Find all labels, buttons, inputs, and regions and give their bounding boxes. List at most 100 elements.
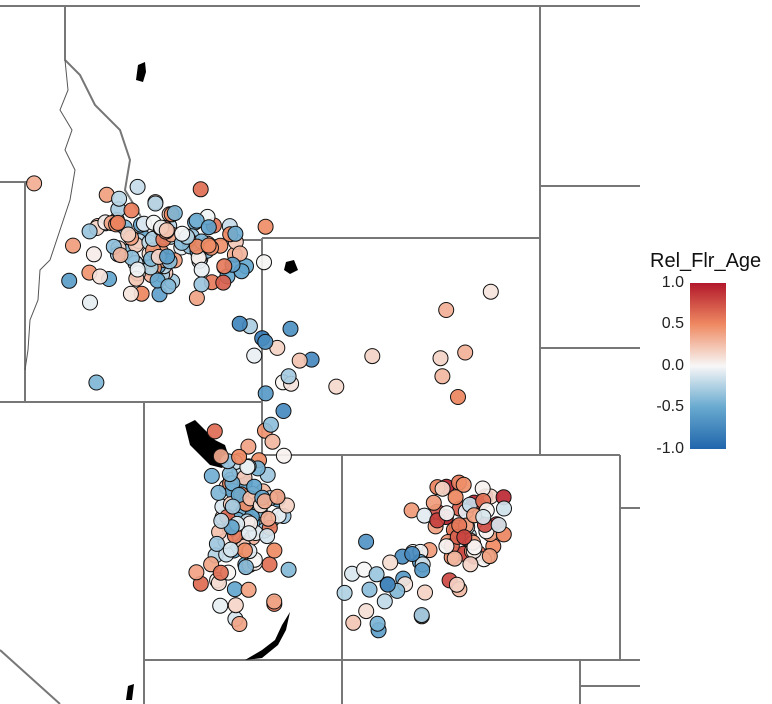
data-point [490, 517, 507, 533]
data-point [282, 320, 299, 337]
data-point [236, 542, 253, 559]
data-point [275, 403, 292, 419]
data-point [160, 278, 177, 295]
data-point [206, 423, 223, 440]
data-point [404, 546, 421, 562]
data-point [434, 368, 451, 385]
data-point [438, 505, 455, 522]
data-point [200, 237, 217, 254]
data-point [361, 581, 378, 598]
data-point [259, 528, 276, 545]
data-point [212, 448, 229, 465]
legend-title: Rel_Flr_Age [650, 250, 762, 272]
data-point [432, 350, 449, 367]
data-point [26, 175, 43, 192]
data-point [240, 525, 257, 542]
state-border [0, 649, 61, 704]
data-point [336, 584, 353, 601]
data-point [358, 603, 375, 620]
data-point [158, 222, 175, 239]
data-point [129, 178, 146, 195]
data-points [26, 175, 512, 639]
data-point [280, 561, 297, 578]
data-point [269, 488, 286, 505]
state-border [64, 6, 262, 241]
data-point [457, 344, 474, 361]
data-point [123, 202, 140, 219]
data-point [446, 550, 463, 567]
data-point [246, 347, 263, 364]
legend-tick-4: -0.5 [656, 398, 684, 415]
legend-tick-5: -1.0 [656, 440, 684, 457]
data-point [129, 261, 146, 278]
data-point [208, 535, 225, 552]
data-point [224, 498, 241, 515]
data-point [213, 512, 230, 529]
data-point [240, 581, 257, 598]
data-point [210, 484, 227, 501]
data-point [266, 593, 283, 610]
data-point [203, 467, 220, 484]
data-point [447, 489, 464, 506]
data-point [358, 533, 375, 550]
data-point [413, 607, 430, 624]
data-point [65, 237, 81, 254]
data-point [120, 226, 137, 243]
data-point [266, 542, 283, 559]
lake [284, 260, 298, 274]
data-point [188, 290, 205, 306]
data-point [417, 584, 433, 601]
data-point [448, 576, 465, 593]
data-point [61, 272, 78, 289]
data-point [379, 576, 396, 593]
data-point [226, 581, 243, 598]
data-point [212, 564, 229, 581]
data-point [475, 509, 492, 525]
data-point [257, 385, 274, 402]
lake [245, 612, 290, 660]
data-point [216, 258, 233, 275]
data-point [368, 566, 385, 583]
data-point [82, 294, 98, 311]
data-point [193, 276, 210, 293]
data-point [112, 247, 129, 264]
data-point [85, 246, 102, 263]
data-point [227, 597, 244, 614]
legend-tick-2: 0.5 [661, 315, 684, 332]
data-point [147, 195, 164, 212]
data-point [345, 614, 362, 631]
data-point [81, 223, 98, 240]
data-point [462, 556, 479, 573]
data-point [364, 348, 381, 365]
data-point [256, 254, 272, 271]
data-point [291, 352, 308, 369]
data-point [261, 556, 278, 573]
data-point [438, 302, 455, 318]
data-point [212, 597, 229, 614]
data-point [200, 219, 217, 236]
data-point [369, 615, 386, 632]
data-point [466, 539, 483, 556]
legend-colorbar [690, 283, 726, 449]
state-boundaries [0, 5, 640, 704]
data-point [109, 214, 126, 231]
data-point [260, 510, 277, 527]
data-point [376, 593, 393, 610]
data-point [122, 285, 139, 302]
legend-tick-3: 0.0 [661, 357, 684, 374]
data-point [188, 564, 205, 581]
data-point [192, 181, 209, 198]
data-point [280, 368, 297, 385]
data-point [111, 190, 128, 207]
data-point [328, 378, 345, 395]
data-point [425, 494, 442, 511]
data-point [438, 538, 455, 555]
data-point [382, 554, 399, 571]
data-point [240, 438, 257, 455]
data-point [450, 389, 466, 405]
data-point [482, 283, 499, 300]
data-point [414, 562, 431, 579]
data-point [262, 416, 279, 433]
data-point [264, 433, 281, 450]
